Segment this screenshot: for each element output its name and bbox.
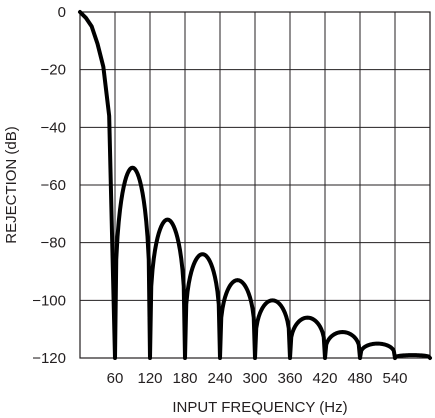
y-tick-label: 0 xyxy=(58,4,66,21)
x-tick-label: 240 xyxy=(207,370,232,387)
y-tick-label: −120 xyxy=(32,350,66,367)
x-axis-title: INPUT FREQUENCY (Hz) xyxy=(172,399,347,416)
grid xyxy=(80,11,430,359)
x-tick-label: 480 xyxy=(347,370,372,387)
y-tick-label: −60 xyxy=(41,177,66,194)
y-axis-title: REJECTION (dB) xyxy=(3,126,20,244)
x-tick-label: 360 xyxy=(277,370,302,387)
x-tick-label: 120 xyxy=(137,370,162,387)
x-tick-label: 60 xyxy=(107,370,124,387)
y-tick-label: −100 xyxy=(32,292,66,309)
x-tick-label: 420 xyxy=(312,370,337,387)
x-tick-label: 300 xyxy=(242,370,267,387)
x-tick-label: 180 xyxy=(172,370,197,387)
y-tick-label: −20 xyxy=(41,62,66,79)
y-tick-label: −40 xyxy=(41,119,66,136)
x-tick-label: 540 xyxy=(382,370,407,387)
y-tick-label: −80 xyxy=(41,235,66,252)
tick-labels: 60 120 180 240 300 360 420 480 540 0 −20 −40 −60 −80 −… xyxy=(32,4,407,387)
series-line-response xyxy=(78,10,432,360)
